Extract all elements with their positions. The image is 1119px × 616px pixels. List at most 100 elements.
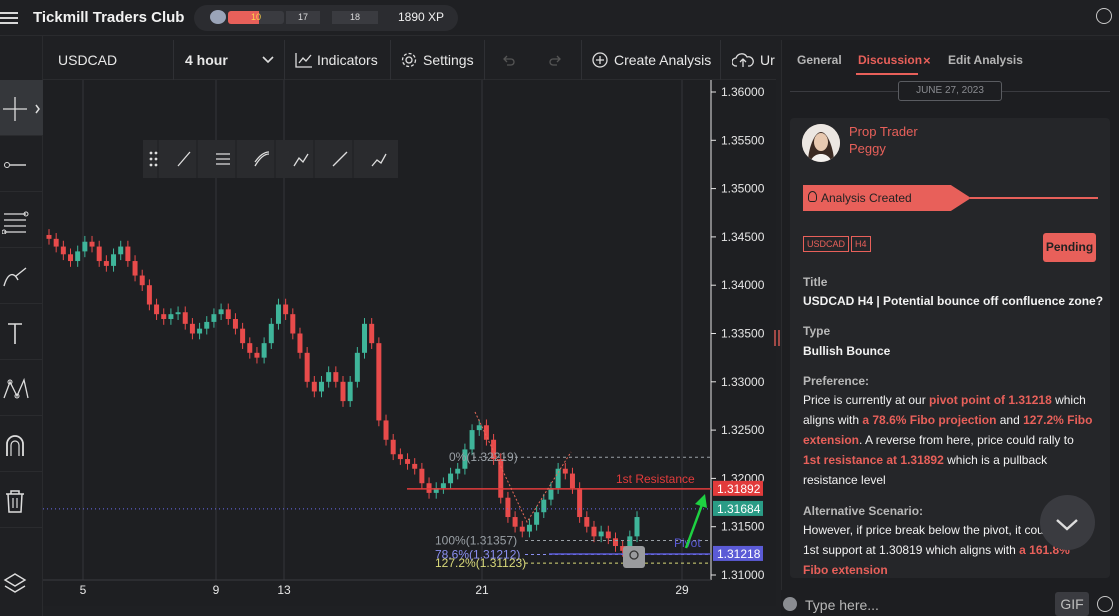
alternative-label: Alternative Scenario:	[803, 504, 924, 518]
y-tick-label: 1.35000	[721, 182, 765, 196]
avatar[interactable]	[802, 124, 840, 162]
candle-body	[519, 526, 525, 532]
drawing-toolbar	[143, 140, 398, 178]
ray-icon[interactable]	[332, 151, 348, 167]
current-price-label: 1.31684	[717, 502, 761, 516]
candle-body	[333, 372, 339, 382]
candle-body	[362, 323, 368, 353]
crosshair-tool[interactable]	[0, 80, 43, 136]
candle-body	[75, 251, 81, 262]
measure-icon[interactable]	[371, 153, 387, 167]
candle-body	[304, 352, 310, 382]
fib-channel-icon[interactable]	[254, 151, 270, 167]
line-tool[interactable]	[0, 136, 43, 192]
date-badge: JUNE 27, 2023	[898, 81, 1002, 101]
candle-body	[397, 454, 403, 460]
candle-body	[562, 468, 568, 474]
text-tool[interactable]	[0, 304, 43, 360]
candle-body	[146, 285, 152, 305]
alternative-text: However, if price break below the pivot,…	[803, 523, 1070, 577]
panel-resize-handle[interactable]	[774, 330, 780, 346]
author-role: Prop Trader	[849, 124, 918, 139]
drag-handle-icon	[149, 163, 153, 167]
upload-button[interactable]: Ur	[760, 52, 775, 68]
title-value: USDCAD H4 | Potential bounce off conflue…	[803, 294, 1104, 308]
candle-body	[96, 246, 102, 262]
scroll-down-button[interactable]	[1040, 495, 1095, 550]
xp-progress-fill	[228, 11, 259, 24]
candle-body	[197, 328, 203, 334]
medal-icon	[210, 10, 226, 24]
banner-line	[970, 197, 1098, 199]
fib-level-label: 100%(1.31357)	[435, 534, 517, 548]
x-tick-label: 13	[277, 583, 291, 597]
y-tick-label: 1.34000	[721, 278, 765, 292]
author-name[interactable]: Peggy	[849, 141, 886, 156]
candle-body	[448, 473, 454, 484]
settings-gear-icon	[401, 52, 417, 68]
magnet-tool[interactable]	[0, 416, 43, 472]
drag-handle-icon	[149, 151, 153, 155]
tab-close-icon[interactable]: ×	[923, 53, 931, 68]
fib-level-label: 78.6%(1.31212)	[435, 548, 520, 562]
fib-retracement-icon[interactable]	[216, 153, 230, 165]
fib-tool[interactable]	[0, 192, 43, 248]
y-tick-label: 1.34500	[721, 230, 765, 244]
price-chart[interactable]: 5 9 13 21 29 1.36000 1.35500 1.35000 1.34500 1.34…	[43, 80, 776, 606]
settings-button[interactable]: Settings	[423, 52, 474, 68]
path-icon[interactable]	[293, 153, 309, 167]
layers-icon	[3, 573, 27, 593]
trash-tool[interactable]	[0, 472, 43, 528]
pattern-tool[interactable]	[0, 360, 43, 416]
candle-body	[577, 488, 583, 518]
layers-tool[interactable]	[0, 556, 43, 612]
text-tool-icon	[8, 323, 22, 344]
tab-discussion[interactable]: Discussion	[858, 53, 923, 67]
pattern-drawing	[474, 411, 572, 524]
candle-body	[211, 314, 217, 322]
candle-body	[505, 497, 511, 518]
reply-input[interactable]: Type here...	[805, 597, 879, 613]
candle-body	[541, 499, 547, 513]
brush-tool[interactable]	[0, 248, 43, 304]
candle-body	[268, 323, 274, 344]
globe-icon[interactable]	[1096, 8, 1112, 24]
candle-body	[534, 512, 540, 525]
candle-body	[204, 321, 210, 329]
candle-body	[584, 517, 590, 527]
pivot-price-label: 1.31218	[717, 547, 761, 561]
candle-body	[154, 304, 160, 315]
interval-selector[interactable]: 4 hour	[185, 52, 228, 68]
candle-body	[326, 372, 332, 382]
candle-body	[634, 517, 640, 537]
status-badge[interactable]: Pending	[1043, 233, 1096, 262]
symbol-selector[interactable]: USDCAD	[58, 52, 118, 68]
indicators-button[interactable]: Indicators	[317, 52, 378, 68]
analysis-created-banner: Analysis Created	[803, 185, 971, 211]
candle-body	[469, 430, 475, 450]
candle-body	[347, 381, 353, 402]
candle-body	[261, 343, 267, 358]
menu-icon[interactable]	[0, 9, 18, 27]
undo-icon[interactable]	[501, 53, 515, 67]
candle-body	[569, 473, 575, 489]
add-attachment-icon[interactable]	[783, 597, 797, 611]
x-tick-label: 5	[80, 583, 87, 597]
candle-body	[218, 309, 224, 315]
magnet-icon	[6, 435, 24, 456]
xp-level-after: 18	[332, 11, 378, 24]
emoji-icon[interactable]	[1097, 596, 1113, 612]
redo-icon[interactable]	[549, 53, 563, 67]
tab-edit-analysis[interactable]: Edit Analysis	[948, 53, 1023, 67]
gif-button[interactable]: GIF	[1055, 592, 1089, 616]
candle-body	[275, 304, 281, 324]
tab-general[interactable]: General	[797, 53, 842, 67]
create-analysis-button[interactable]: Create Analysis	[614, 52, 712, 68]
candle-body	[498, 459, 504, 498]
xp-progress-bar: 10	[228, 11, 284, 24]
trend-line-icon[interactable]	[177, 151, 191, 167]
candle-body	[483, 425, 489, 440]
candle-body	[462, 449, 468, 469]
candle-body	[376, 343, 382, 421]
candle-body	[111, 254, 117, 266]
